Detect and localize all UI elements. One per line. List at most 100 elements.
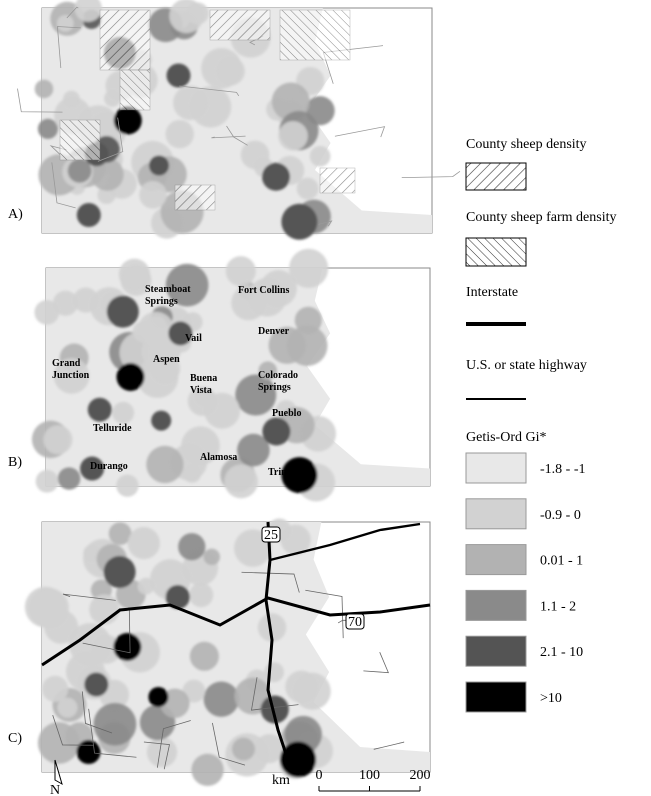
hotspot bbox=[145, 316, 167, 338]
legend-label: -0.9 - 0 bbox=[540, 508, 581, 523]
hotspot bbox=[57, 698, 77, 718]
hotspot bbox=[139, 181, 167, 209]
hotspot bbox=[204, 393, 240, 429]
hotspot bbox=[147, 737, 177, 767]
hotspot bbox=[57, 15, 74, 32]
panel-label: A) bbox=[8, 207, 23, 222]
city-label: Alamosa bbox=[200, 452, 237, 463]
hotspot bbox=[25, 587, 66, 628]
hotspot bbox=[149, 156, 169, 176]
city-label: Buena bbox=[190, 373, 217, 384]
city-label: Springs bbox=[258, 382, 291, 393]
scale-tick-label: 100 bbox=[359, 768, 380, 783]
city-label: Pueblo bbox=[272, 408, 301, 419]
hotspot bbox=[148, 687, 168, 707]
hotspot bbox=[232, 738, 255, 761]
north-label: N bbox=[50, 783, 60, 796]
county-hatch bbox=[210, 10, 270, 40]
hotspot bbox=[224, 465, 258, 499]
city-label: Junction bbox=[52, 370, 90, 381]
city-label: Durango bbox=[90, 461, 128, 472]
hotspot bbox=[201, 48, 242, 89]
legend-label: 0.01 - 1 bbox=[540, 554, 583, 569]
legend-label: -1.8 - -1 bbox=[540, 462, 586, 477]
county-hatch bbox=[100, 10, 150, 70]
hotspot bbox=[289, 249, 328, 288]
legend-swatch bbox=[466, 590, 526, 620]
hotspot bbox=[189, 583, 213, 607]
county-hatch bbox=[60, 120, 100, 160]
city-label: Aspen bbox=[153, 354, 180, 365]
hotspot bbox=[63, 91, 80, 108]
shield-label: 70 bbox=[348, 615, 362, 630]
hotspot bbox=[178, 533, 205, 560]
hotspot bbox=[43, 425, 72, 454]
hotspot bbox=[84, 673, 108, 697]
hotspot bbox=[35, 80, 54, 99]
hotspot bbox=[112, 402, 134, 424]
hotspot bbox=[58, 467, 80, 489]
hotspot bbox=[116, 363, 144, 391]
legend-swatch bbox=[466, 499, 526, 529]
hotspot bbox=[287, 325, 327, 365]
legend-label: U.S. or state highway bbox=[466, 358, 587, 373]
hotspot bbox=[191, 754, 223, 786]
legend-swatch bbox=[466, 682, 526, 712]
city-label: Denver bbox=[258, 326, 290, 337]
hotspot bbox=[38, 119, 58, 139]
city-label: Fort Collins bbox=[238, 285, 289, 296]
legend-label: County sheep density bbox=[466, 137, 587, 152]
city-label: Grand bbox=[52, 358, 81, 369]
hotspot bbox=[77, 203, 101, 227]
city-label: Vista bbox=[190, 385, 212, 396]
legend-swatch bbox=[466, 453, 526, 483]
city-label: Telluride bbox=[93, 423, 132, 434]
hotspot bbox=[310, 146, 331, 167]
hotspot bbox=[104, 556, 136, 588]
hotspot bbox=[262, 418, 290, 446]
city-label: Steamboat bbox=[145, 284, 191, 295]
hotspot bbox=[169, 0, 203, 33]
city-label: Springs bbox=[145, 296, 178, 307]
panel-label: C) bbox=[8, 731, 22, 746]
hotspot bbox=[68, 159, 92, 183]
county-hatch bbox=[320, 168, 355, 193]
county-hatch bbox=[120, 70, 150, 110]
hotspot bbox=[151, 411, 171, 431]
hotspot bbox=[113, 633, 141, 661]
hotspot bbox=[77, 740, 101, 764]
legend-swatch bbox=[466, 163, 526, 190]
hotspot bbox=[146, 446, 183, 483]
hotspot bbox=[285, 671, 317, 703]
hotspot bbox=[190, 642, 219, 671]
hotspot bbox=[34, 300, 59, 325]
scale-tick-label: 200 bbox=[410, 768, 431, 783]
city-label: Vail bbox=[185, 333, 202, 344]
hotspot bbox=[38, 722, 80, 764]
hotspot bbox=[281, 204, 317, 240]
hotspot bbox=[173, 86, 208, 121]
legend-label: County sheep farm density bbox=[466, 210, 616, 225]
hotspot bbox=[128, 527, 160, 559]
hotspot bbox=[204, 681, 239, 716]
hotspot bbox=[297, 178, 319, 200]
legend-label: Interstate bbox=[466, 285, 518, 300]
county-hatch bbox=[280, 10, 350, 60]
hotspot bbox=[226, 256, 256, 286]
hotspot bbox=[204, 549, 221, 566]
hotspot bbox=[94, 703, 137, 746]
legend-label: 1.1 - 2 bbox=[540, 599, 576, 614]
hotspot bbox=[107, 296, 139, 328]
scale-tick-label: 0 bbox=[316, 768, 323, 783]
figure: A)B)C)SteamboatSpringsFort CollinsVailDe… bbox=[0, 0, 651, 796]
legend-swatch bbox=[466, 238, 526, 266]
hotspot bbox=[278, 121, 308, 151]
panel-label: B) bbox=[8, 455, 22, 470]
legend-swatch bbox=[466, 636, 526, 666]
city-label: Colorado bbox=[258, 370, 298, 381]
map-panel: C) bbox=[8, 518, 430, 786]
hotspot bbox=[262, 163, 290, 191]
legend-label: 2.1 - 10 bbox=[540, 645, 583, 660]
city-label: Trinidad bbox=[268, 467, 306, 478]
